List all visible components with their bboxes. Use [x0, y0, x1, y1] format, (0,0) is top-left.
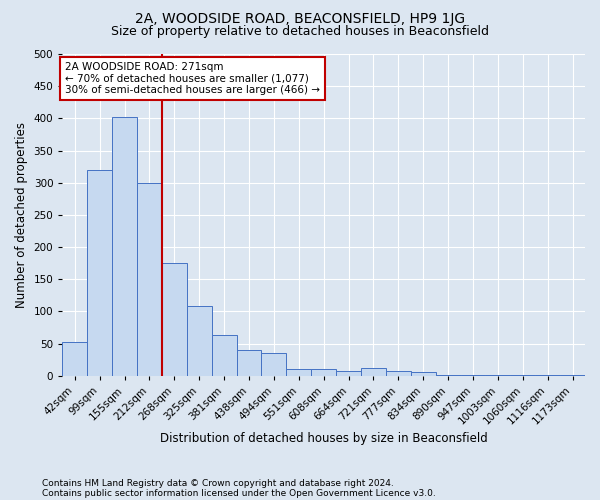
Bar [336, 372, 361, 376]
Bar [187, 306, 212, 376]
Bar [411, 372, 436, 376]
Bar [162, 263, 187, 376]
Y-axis label: Number of detached properties: Number of detached properties [15, 122, 28, 308]
X-axis label: Distribution of detached houses by size in Beaconsfield: Distribution of detached houses by size … [160, 432, 488, 445]
Bar [87, 170, 112, 376]
Bar [286, 370, 311, 376]
Text: Contains public sector information licensed under the Open Government Licence v3: Contains public sector information licen… [42, 488, 436, 498]
Bar [511, 374, 535, 376]
Text: 2A, WOODSIDE ROAD, BEACONSFIELD, HP9 1JG: 2A, WOODSIDE ROAD, BEACONSFIELD, HP9 1JG [135, 12, 465, 26]
Bar [212, 336, 236, 376]
Text: Contains HM Land Registry data © Crown copyright and database right 2024.: Contains HM Land Registry data © Crown c… [42, 478, 394, 488]
Bar [535, 374, 560, 376]
Text: 2A WOODSIDE ROAD: 271sqm
← 70% of detached houses are smaller (1,077)
30% of sem: 2A WOODSIDE ROAD: 271sqm ← 70% of detach… [65, 62, 320, 95]
Bar [137, 182, 162, 376]
Bar [112, 117, 137, 376]
Text: Size of property relative to detached houses in Beaconsfield: Size of property relative to detached ho… [111, 25, 489, 38]
Bar [311, 370, 336, 376]
Bar [436, 374, 461, 376]
Bar [485, 374, 511, 376]
Bar [361, 368, 386, 376]
Bar [386, 370, 411, 376]
Bar [461, 374, 485, 376]
Bar [560, 374, 585, 376]
Bar [62, 342, 87, 376]
Bar [262, 354, 286, 376]
Bar [236, 350, 262, 376]
